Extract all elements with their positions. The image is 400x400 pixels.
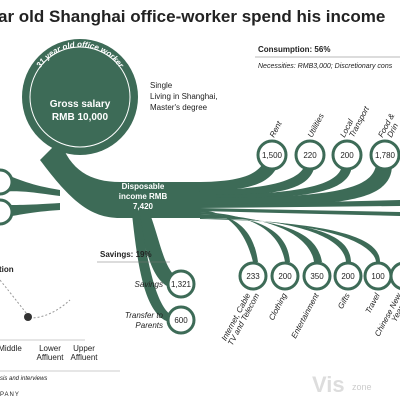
node-value: 350 [310,272,324,281]
node-value: 1,780 [375,151,396,160]
node [331,139,363,171]
node-value: 1,321 [171,280,192,289]
disposable: 7,420 [133,202,154,211]
disposable: Disposable [122,182,165,191]
ring [29,46,131,148]
savings-label: Parents [135,321,163,330]
flow [132,214,180,324]
savings-title: Savings: 19% [100,250,152,259]
axis-label: Middle [0,344,22,353]
profile: Single [150,81,173,90]
node [389,262,400,290]
axis-label: Lower [39,344,61,353]
flow [195,160,280,192]
node [0,168,14,196]
node [302,261,332,291]
node-value: 100 [371,272,385,281]
axis-label: Affluent [37,353,65,362]
source-circle [22,39,138,155]
flow [0,203,60,218]
node [238,261,268,291]
node-value: 200 [340,151,354,160]
profile: Living in Shanghai, [150,92,218,101]
gross-amount: RMB 10,000 [52,112,109,123]
footer-company: PANY [0,392,20,398]
node-value: 1,500 [262,151,283,160]
flow [200,165,315,196]
consumption-note: Necessities: RMB3,000; Discretionary con… [258,63,393,70]
node [0,198,14,226]
node-value: 600 [174,316,188,325]
flow [200,210,258,262]
flow [40,140,200,218]
flows [0,140,400,324]
flow [200,165,352,199]
node [270,261,300,291]
axis-label: Upper [73,344,95,353]
flow [200,165,392,206]
node-value: 200 [341,272,355,281]
node [166,305,196,335]
axis-label: Affluent [71,353,99,362]
node-label: Year holi [390,292,400,324]
node-value: 233 [246,272,260,281]
flow [200,208,400,216]
side-title: tion [0,265,14,274]
node [166,269,196,299]
profile: Master's degree [150,103,208,112]
flow [135,214,180,290]
savings-label: Savings [135,280,163,289]
node-value: 220 [303,151,317,160]
title: ar old Shanghai office-worker spend his … [0,7,385,26]
watermark: zone [352,382,372,392]
savings-label: Transfer to [125,311,164,320]
gross: Gross salary [50,99,111,110]
consumption-title: Consumption: 56% [258,45,330,54]
flow [0,172,60,196]
node [333,261,363,291]
watermark: Vis [312,372,345,397]
node [369,139,400,171]
node [294,139,326,171]
node [256,139,288,171]
flow [200,200,400,208]
footer-source: sis and interviews [0,376,47,382]
dot [24,313,32,321]
node-value: 200 [278,272,292,281]
disposable: income RMB [119,192,168,201]
